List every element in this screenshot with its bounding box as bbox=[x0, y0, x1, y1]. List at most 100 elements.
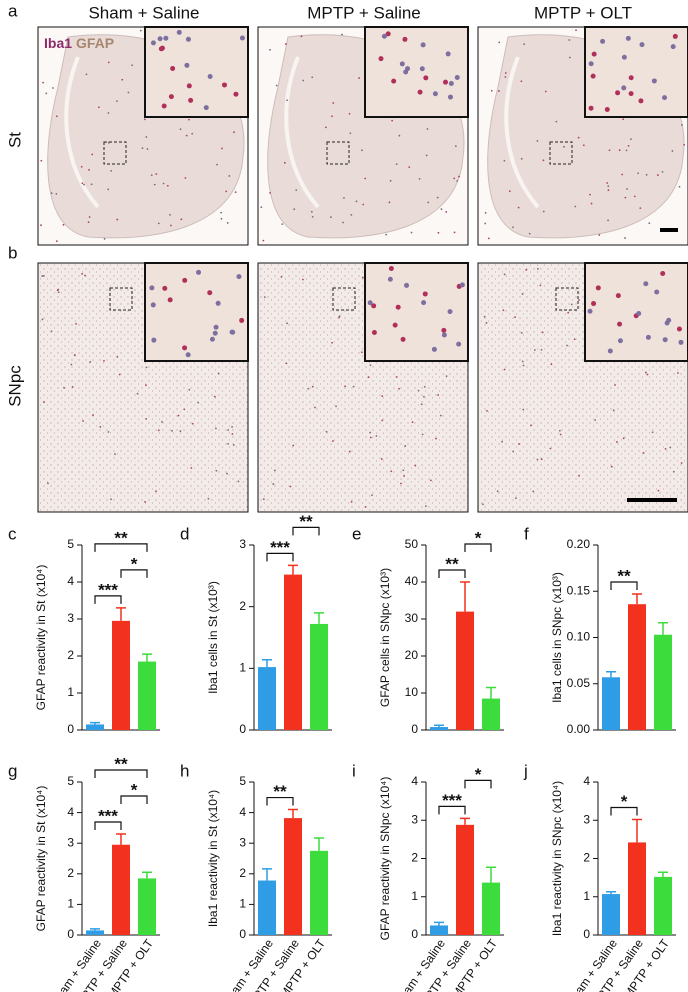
tissue-dot bbox=[332, 440, 334, 442]
tissue-dot bbox=[610, 465, 613, 468]
tissue-dot bbox=[644, 371, 647, 374]
cell bbox=[441, 327, 447, 333]
tissue-dot bbox=[678, 185, 681, 188]
cell bbox=[621, 85, 627, 91]
significance-bracket bbox=[120, 569, 148, 578]
tissue-dot bbox=[183, 408, 186, 411]
tissue-dot bbox=[482, 503, 484, 506]
tissue-dot bbox=[563, 145, 565, 148]
tissue-dot bbox=[50, 192, 53, 195]
tissue-dot bbox=[624, 237, 626, 239]
tissue-dot bbox=[423, 385, 426, 388]
tissue-dot bbox=[81, 182, 84, 185]
tissue-dot bbox=[314, 406, 316, 409]
tissue-dot bbox=[88, 216, 91, 218]
tissue-dot bbox=[161, 420, 163, 423]
roi-box bbox=[549, 141, 573, 165]
significance-label: ** bbox=[445, 554, 459, 573]
tissue-dot bbox=[220, 217, 223, 220]
tissue-dot bbox=[388, 201, 391, 204]
tissue-dot bbox=[508, 190, 511, 193]
y-tick-label: 30 bbox=[405, 611, 419, 625]
cell bbox=[367, 300, 373, 306]
y-tick-label: 5 bbox=[67, 774, 74, 788]
tissue-dot bbox=[522, 408, 525, 411]
tissue-dot bbox=[231, 433, 234, 435]
cell bbox=[628, 91, 634, 97]
panel-letter: g bbox=[8, 761, 17, 780]
scale-bar bbox=[627, 498, 677, 502]
tissue-dot bbox=[285, 362, 288, 365]
y-tick-label: 2 bbox=[411, 851, 418, 865]
tissue-dot bbox=[498, 41, 501, 44]
tissue-dot bbox=[427, 201, 430, 204]
cell bbox=[149, 285, 155, 291]
significance-label: *** bbox=[270, 538, 290, 557]
cell bbox=[628, 75, 634, 81]
y-tick-label: 3 bbox=[67, 835, 74, 849]
tissue-dot bbox=[608, 149, 611, 152]
tissue-dot bbox=[220, 211, 223, 214]
error-bar bbox=[262, 868, 272, 881]
significance-label: ** bbox=[114, 528, 128, 547]
tissue-dot bbox=[502, 309, 505, 312]
tissue-dot bbox=[302, 278, 304, 281]
tissue-dot bbox=[436, 196, 439, 199]
y-axis-label: Iba1 reactivity in St (x10⁴) bbox=[206, 790, 220, 927]
tissue-dot bbox=[237, 480, 240, 483]
ventricle bbox=[284, 56, 320, 209]
tissue-dot bbox=[114, 453, 116, 455]
tissue-dot bbox=[385, 233, 388, 236]
roi-box bbox=[109, 287, 133, 311]
tissue-dot bbox=[349, 132, 352, 135]
tissue-dot bbox=[364, 505, 367, 508]
y-axis-label: GFAP reactivity in St (x10⁴) bbox=[34, 786, 48, 932]
tissue-dot bbox=[262, 498, 265, 501]
y-tick-label: 0 bbox=[239, 927, 246, 941]
cell bbox=[184, 62, 190, 68]
cell bbox=[643, 281, 649, 287]
cell bbox=[161, 103, 167, 109]
cell bbox=[421, 300, 427, 306]
tissue-dot bbox=[141, 147, 144, 150]
tissue-dot bbox=[286, 99, 289, 102]
cell bbox=[176, 29, 182, 35]
panel-letter: j bbox=[523, 761, 528, 780]
panel-letter: d bbox=[180, 524, 189, 543]
significance-label: * bbox=[475, 765, 482, 784]
tissue-dot bbox=[648, 222, 651, 225]
tissue-dot bbox=[521, 360, 524, 363]
tissue-dot bbox=[330, 216, 332, 219]
panel-letter: e bbox=[352, 524, 361, 543]
bar bbox=[628, 604, 646, 730]
cell bbox=[399, 61, 405, 67]
error-bar bbox=[460, 581, 470, 612]
cell bbox=[595, 285, 601, 291]
y-tick-label: 0 bbox=[67, 722, 74, 736]
significance-bracket bbox=[120, 795, 148, 805]
tissue-dot bbox=[517, 206, 520, 209]
significance-bracket bbox=[292, 526, 320, 536]
significance-label: *** bbox=[98, 807, 118, 826]
tissue-dot bbox=[371, 494, 373, 497]
bar bbox=[138, 661, 156, 730]
tissue-dot bbox=[504, 76, 507, 78]
y-tick-label: 3 bbox=[239, 537, 246, 551]
tissue-dot bbox=[55, 240, 58, 243]
cell bbox=[431, 346, 437, 352]
cell bbox=[221, 82, 227, 88]
cell bbox=[402, 36, 408, 42]
y-tick-label: 10 bbox=[405, 685, 419, 699]
tissue-dot bbox=[664, 447, 667, 450]
y-tick-label: 3 bbox=[67, 611, 74, 625]
tissue-dot bbox=[555, 120, 558, 123]
tissue-dot bbox=[639, 207, 642, 210]
tissue-dot bbox=[680, 462, 683, 464]
tissue-dot bbox=[671, 150, 674, 152]
tissue-dot bbox=[232, 444, 235, 446]
tissue-dot bbox=[292, 444, 295, 447]
tissue-dot bbox=[177, 414, 180, 417]
cell bbox=[392, 322, 398, 328]
